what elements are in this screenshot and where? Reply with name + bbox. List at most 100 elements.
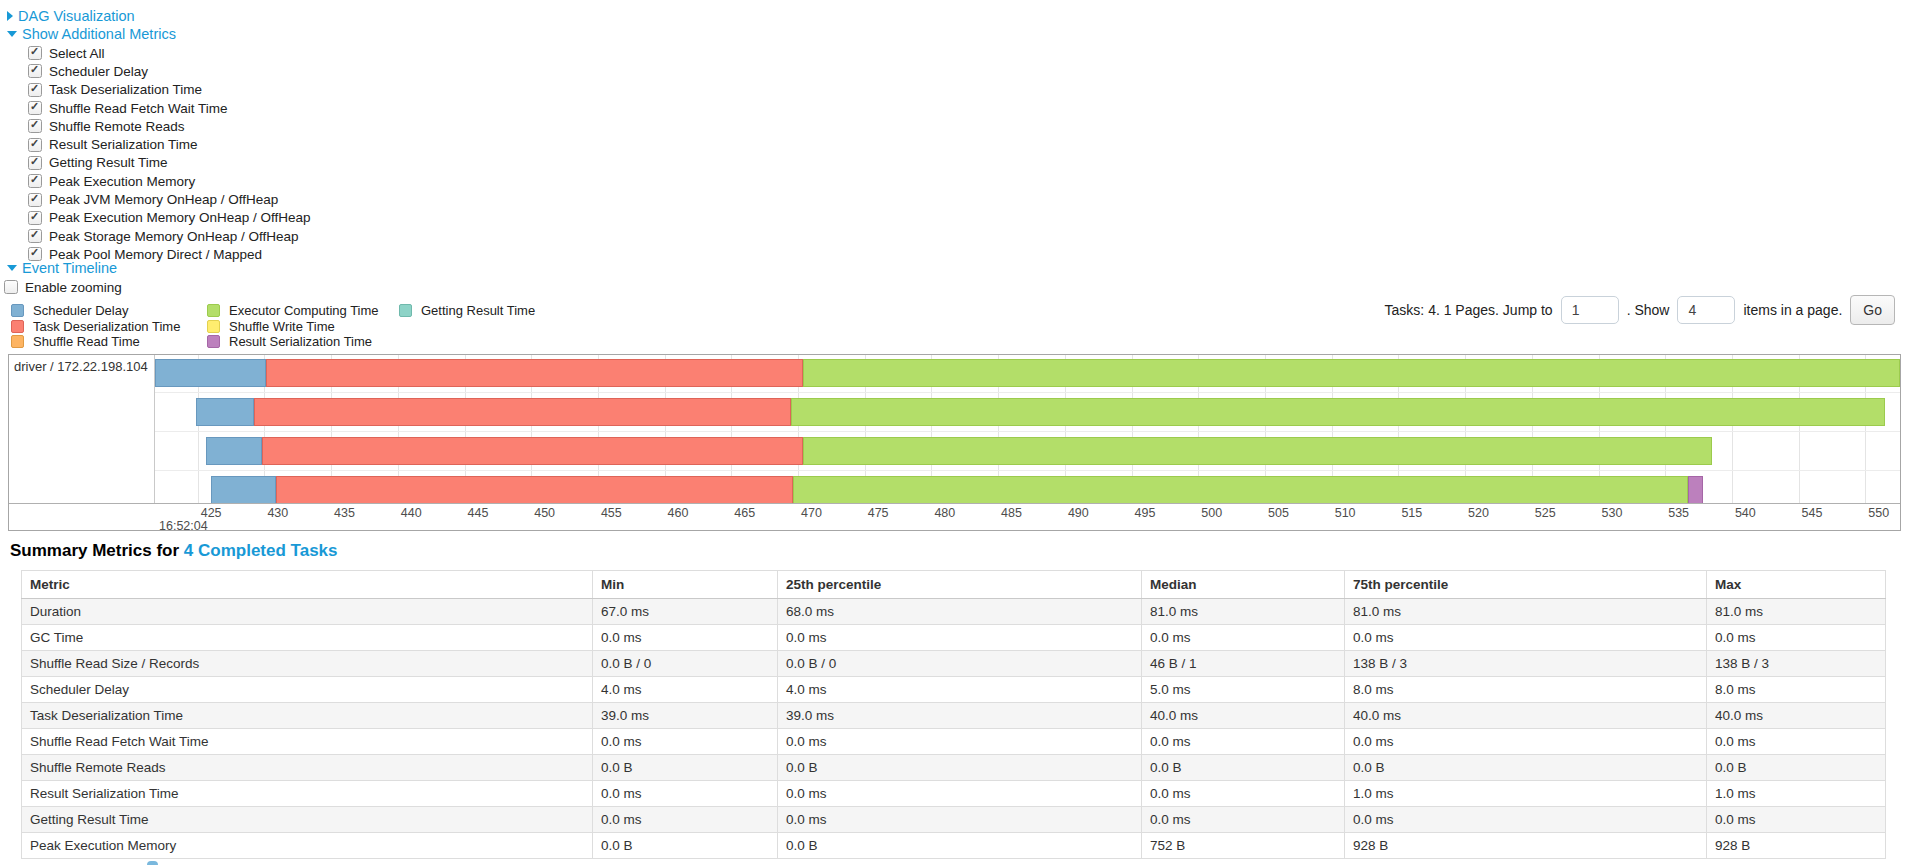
summary-table-cell: 40.0 ms	[1142, 703, 1345, 729]
executor_computing-segment[interactable]	[803, 359, 1900, 387]
summary-column-header: 75th percentile	[1345, 571, 1707, 599]
axis-tick-label: 550	[1868, 506, 1889, 520]
summary-table-cell: Shuffle Read Size / Records	[22, 651, 593, 677]
show-text: . Show	[1627, 302, 1670, 318]
metric-checkbox-row: Result Serialization Time	[28, 135, 311, 153]
summary-table-row: Getting Result Time0.0 ms0.0 ms0.0 ms0.0…	[22, 807, 1886, 833]
timeline-legend: Scheduler DelayTask Deserialization Time…	[11, 303, 535, 350]
summary-table-cell: 39.0 ms	[593, 703, 778, 729]
axis-tick-label: 495	[1135, 506, 1156, 520]
executor_computing-legend-swatch-icon	[207, 304, 220, 317]
summary-table-cell: 138 B / 3	[1707, 651, 1886, 677]
task_deserialization-segment[interactable]	[262, 437, 804, 465]
metric-checkbox-label: Shuffle Read Fetch Wait Time	[49, 101, 228, 116]
summary-table-cell: 0.0 ms	[593, 807, 778, 833]
summary-table-cell: 0.0 B	[1707, 755, 1886, 781]
dag-visualization-label: DAG Visualization	[18, 8, 135, 24]
items-per-page-input[interactable]	[1677, 296, 1735, 324]
summary-table-cell: 928 B	[1345, 833, 1707, 859]
completed-tasks-link[interactable]: 4 Completed Tasks	[184, 541, 338, 560]
event-timeline-toggle[interactable]: Event Timeline	[7, 260, 117, 276]
task-bar[interactable]	[155, 398, 1900, 426]
summary-table-cell: 0.0 B	[778, 755, 1142, 781]
scheduler_delay-segment[interactable]	[196, 398, 253, 426]
task_deserialization-segment[interactable]	[254, 398, 792, 426]
dag-visualization-toggle[interactable]: DAG Visualization	[7, 8, 135, 24]
legend-item-label: Shuffle Write Time	[229, 319, 335, 334]
legend-item-label: Result Serialization Time	[229, 334, 372, 349]
metric-checkbox[interactable]	[28, 156, 42, 170]
summary-table-cell: GC Time	[22, 625, 593, 651]
metric-checkbox-label: Shuffle Remote Reads	[49, 119, 185, 134]
enable-zooming-row: Enable zooming	[4, 279, 122, 295]
executor_computing-segment[interactable]	[791, 398, 1885, 426]
summary-table-cell: 0.0 ms	[1142, 729, 1345, 755]
metric-checkbox[interactable]	[28, 46, 42, 60]
task-bar[interactable]	[155, 437, 1900, 465]
axis-tick-label: 460	[668, 506, 689, 520]
enable-zooming-checkbox[interactable]	[4, 280, 18, 294]
task_deserialization-legend-swatch-icon	[11, 320, 24, 333]
summary-table-cell: 0.0 B / 0	[593, 651, 778, 677]
legend-column: Scheduler DelayTask Deserialization Time…	[11, 303, 207, 350]
legend-item: Shuffle Write Time	[207, 319, 399, 335]
scheduler_delay-segment[interactable]	[155, 359, 266, 387]
axis-tick-label: 530	[1602, 506, 1623, 520]
executor_computing-segment[interactable]	[793, 476, 1688, 504]
summary-table-cell: 81.0 ms	[1345, 599, 1707, 625]
metric-checkbox[interactable]	[28, 83, 42, 97]
summary-table-cell: 0.0 ms	[1142, 807, 1345, 833]
result_serialization-segment[interactable]	[1688, 476, 1703, 504]
metric-checkbox[interactable]	[28, 229, 42, 243]
legend-item: Getting Result Time	[399, 303, 535, 319]
axis-tick-label: 485	[1001, 506, 1022, 520]
executor-label: driver / 172.22.198.104	[9, 355, 154, 378]
metric-checkbox[interactable]	[28, 193, 42, 207]
executor_computing-segment[interactable]	[803, 437, 1712, 465]
metric-checkbox-row: Shuffle Read Fetch Wait Time	[28, 99, 311, 117]
row-separator-line	[155, 392, 1900, 393]
show-additional-metrics-toggle[interactable]: Show Additional Metrics	[7, 26, 176, 42]
summary-table-cell: 0.0 ms	[1707, 729, 1886, 755]
shuffle_read-legend-swatch-icon	[11, 335, 24, 348]
axis-tick-label: 480	[934, 506, 955, 520]
legend-column: Executor Computing TimeShuffle Write Tim…	[207, 303, 399, 350]
summary-table-cell: 0.0 ms	[1345, 807, 1707, 833]
summary-table-row: Duration67.0 ms68.0 ms81.0 ms81.0 ms81.0…	[22, 599, 1886, 625]
summary-column-header: Metric	[22, 571, 593, 599]
axis-tick-label: 505	[1268, 506, 1289, 520]
metric-checkbox[interactable]	[28, 101, 42, 115]
summary-table-cell: 1.0 ms	[1345, 781, 1707, 807]
metric-checkbox[interactable]	[28, 211, 42, 225]
metric-checkbox-label: Peak Storage Memory OnHeap / OffHeap	[49, 229, 299, 244]
scheduler_delay-segment[interactable]	[206, 437, 262, 465]
event-timeline-chart: driver / 172.22.198.104 4254304354404454…	[8, 354, 1901, 531]
summary-table-cell: 0.0 B / 0	[778, 651, 1142, 677]
task_deserialization-segment[interactable]	[266, 359, 804, 387]
summary-table-cell: 928 B	[1707, 833, 1886, 859]
event-timeline-label: Event Timeline	[22, 260, 117, 276]
go-button[interactable]: Go	[1850, 295, 1895, 325]
metric-checkbox-row: Peak Storage Memory OnHeap / OffHeap	[28, 227, 311, 245]
axis-major-time-label: 16:52:04	[159, 519, 208, 531]
scheduler_delay-segment[interactable]	[211, 476, 276, 504]
legend-item: Result Serialization Time	[207, 334, 399, 350]
timeline-axis: 4254304354404454504554604654704754804854…	[9, 503, 1900, 531]
axis-tick-label: 545	[1802, 506, 1823, 520]
summary-title-prefix: Summary Metrics for	[10, 541, 184, 560]
metric-checkbox[interactable]	[28, 174, 42, 188]
summary-table-cell: Peak Execution Memory	[22, 833, 593, 859]
jump-to-page-input[interactable]	[1561, 296, 1619, 324]
items-in-page-text: items in a page.	[1743, 302, 1842, 318]
metric-checkbox-label: Peak JVM Memory OnHeap / OffHeap	[49, 192, 278, 207]
row-separator-line	[155, 431, 1900, 432]
task-bar[interactable]	[155, 359, 1900, 387]
task_deserialization-segment[interactable]	[276, 476, 792, 504]
task-bar[interactable]	[155, 476, 1900, 504]
legend-item-label: Shuffle Read Time	[33, 334, 140, 349]
metric-checkbox[interactable]	[28, 138, 42, 152]
metric-checkbox-row: Task Deserialization Time	[28, 81, 311, 99]
metric-checkbox[interactable]	[28, 119, 42, 133]
summary-table-cell: 40.0 ms	[1345, 703, 1707, 729]
metric-checkbox[interactable]	[28, 64, 42, 78]
